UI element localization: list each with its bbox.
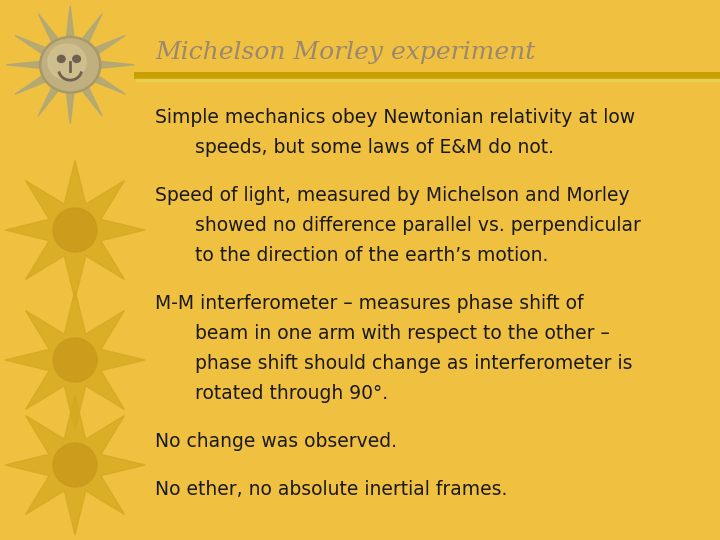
Text: No change was observed.: No change was observed. — [155, 432, 397, 451]
Text: to the direction of the earth’s motion.: to the direction of the earth’s motion. — [195, 246, 549, 265]
Circle shape — [58, 56, 65, 63]
Polygon shape — [15, 76, 45, 94]
Circle shape — [73, 56, 81, 63]
Circle shape — [53, 338, 97, 382]
Circle shape — [42, 39, 98, 91]
Circle shape — [53, 208, 97, 252]
Text: rotated through 90°.: rotated through 90°. — [195, 384, 388, 403]
Polygon shape — [101, 62, 134, 68]
Text: phase shift should change as interferometer is: phase shift should change as interferome… — [195, 354, 632, 373]
Text: No ether, no absolute inertial frames.: No ether, no absolute inertial frames. — [155, 480, 508, 499]
Text: Michelson Morley experiment: Michelson Morley experiment — [155, 40, 535, 64]
Text: beam in one arm with respect to the other –: beam in one arm with respect to the othe… — [195, 324, 610, 343]
Polygon shape — [66, 93, 74, 124]
Polygon shape — [38, 14, 58, 42]
Polygon shape — [5, 395, 145, 535]
Polygon shape — [66, 6, 74, 37]
Text: showed no difference parallel vs. perpendicular: showed no difference parallel vs. perpen… — [195, 216, 641, 235]
Text: Simple mechanics obey Newtonian relativity at low: Simple mechanics obey Newtonian relativi… — [155, 108, 635, 127]
Polygon shape — [95, 76, 125, 94]
Text: speeds, but some laws of E&M do not.: speeds, but some laws of E&M do not. — [195, 138, 554, 157]
Circle shape — [40, 37, 101, 93]
Circle shape — [53, 443, 97, 487]
Polygon shape — [38, 87, 58, 116]
Text: M-M interferometer – measures phase shift of: M-M interferometer – measures phase shif… — [155, 294, 583, 313]
Text: Speed of light, measured by Michelson and Morley: Speed of light, measured by Michelson an… — [155, 186, 629, 205]
Polygon shape — [5, 160, 145, 300]
Polygon shape — [15, 35, 45, 53]
Circle shape — [48, 44, 86, 79]
Polygon shape — [6, 62, 40, 68]
Polygon shape — [82, 14, 102, 42]
Polygon shape — [95, 35, 125, 53]
Polygon shape — [82, 87, 102, 116]
Polygon shape — [5, 290, 145, 430]
